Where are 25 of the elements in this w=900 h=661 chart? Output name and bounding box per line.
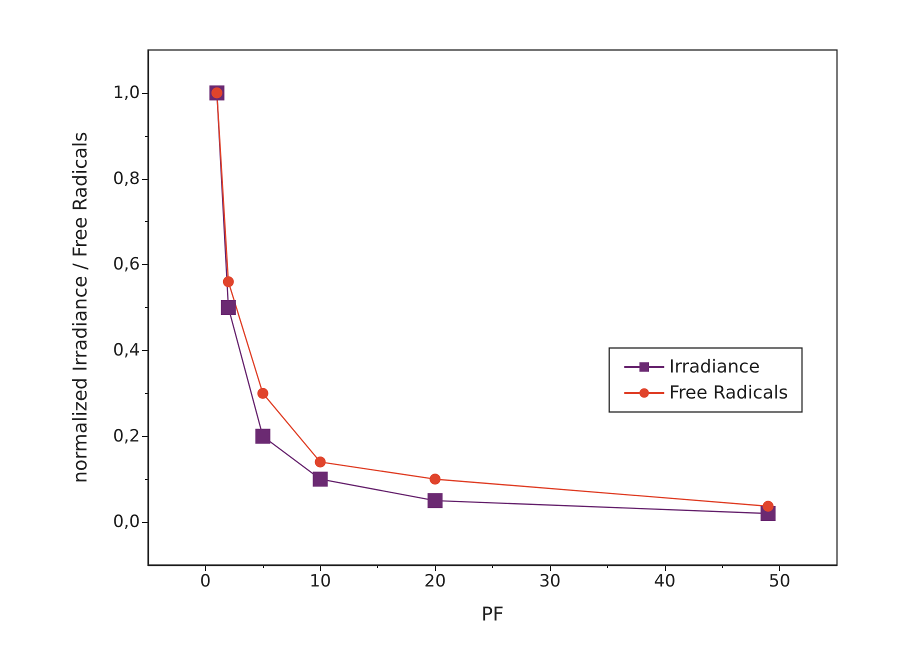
point (255, 428, 270, 444)
y-axis-title: normalized Irradiance / Free Radicals (70, 132, 92, 484)
x-tick-label: 30 (539, 572, 561, 592)
point (428, 493, 443, 508)
point (762, 500, 774, 512)
x-tick-label: 0 (200, 572, 211, 592)
point (312, 472, 328, 487)
point (257, 388, 268, 399)
y-tick-label: 0,0 (112, 512, 140, 532)
x-tick-label: 10 (309, 572, 332, 592)
y-tick-label: 0,8 (112, 168, 140, 189)
y-tick-label: 0,4 (112, 340, 140, 360)
point (222, 276, 234, 288)
x-axis-title: PF (481, 604, 504, 626)
x-tick-label: 20 (424, 572, 446, 592)
x-tick-label: 50 (768, 572, 790, 592)
x-tick-label: 40 (654, 572, 676, 592)
y-tick-label: 1,0 (112, 82, 140, 103)
point (314, 456, 326, 468)
legend-label: Irradiance (669, 356, 760, 378)
legend-label: Free Radicals (669, 382, 788, 404)
y-tick-label: 0,2 (112, 426, 140, 446)
point (430, 474, 441, 485)
point (220, 300, 236, 315)
y-tick-label: 0,6 (112, 254, 140, 275)
